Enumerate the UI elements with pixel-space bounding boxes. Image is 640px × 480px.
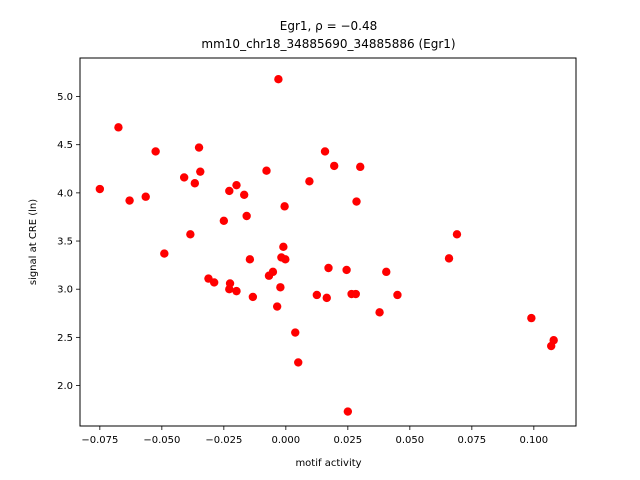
data-point-32 (281, 255, 290, 264)
data-point-23 (262, 166, 271, 175)
data-point-20 (242, 211, 251, 221)
data-point-48 (382, 267, 391, 277)
data-point-50 (444, 254, 454, 263)
y-tick-label-1: 2.5 (57, 333, 73, 344)
data-point-46 (356, 162, 365, 172)
data-point-3 (141, 192, 150, 201)
x-tick-label-0: −0.075 (81, 435, 118, 446)
x-tick-label-1: −0.050 (143, 435, 180, 446)
data-point-0 (95, 184, 105, 194)
data-point-54 (549, 336, 558, 345)
data-point-47 (375, 308, 384, 317)
data-point-17 (232, 180, 241, 190)
x-tick-label-4: 0.025 (334, 435, 363, 446)
x-tick-label-3: 0.000 (272, 435, 301, 446)
data-point-4 (151, 147, 160, 156)
data-point-36 (312, 290, 322, 300)
data-point-18 (232, 286, 241, 296)
y-tick-label-4: 4.0 (57, 188, 73, 199)
data-point-10 (196, 167, 205, 176)
data-point-49 (393, 290, 402, 300)
y-tick-label-2: 3.0 (57, 285, 73, 296)
data-point-41 (342, 265, 351, 275)
data-point-12 (209, 278, 219, 287)
data-point-45 (352, 197, 361, 206)
data-point-42 (343, 407, 353, 416)
data-point-52 (527, 313, 536, 323)
data-point-14 (225, 186, 234, 196)
data-point-7 (186, 230, 195, 239)
y-axis-ticks: 2.0 2.5 3.0 3.5 4.0 4.5 5.0 (57, 92, 80, 392)
x-tick-label-5: 0.050 (396, 435, 425, 446)
data-point-9 (194, 143, 204, 152)
data-point-2 (125, 196, 134, 205)
data-point-39 (324, 263, 333, 273)
data-point-25 (268, 267, 278, 277)
data-point-26 (272, 302, 282, 311)
y-axis-label: signal at CRE (ln) (28, 199, 39, 285)
data-point-38 (322, 293, 331, 303)
data-point-1 (114, 123, 123, 132)
y-tick-label-5: 4.5 (57, 140, 73, 151)
y-tick-label-6: 5.0 (57, 92, 73, 103)
x-tick-label-2: −0.025 (205, 435, 242, 446)
x-tick-label-6: 0.075 (458, 435, 487, 446)
data-point-16 (225, 279, 235, 288)
data-point-44 (351, 289, 360, 299)
chart-subtitle: mm10_chr18_34885690_34885886 (Egr1) (201, 37, 455, 51)
x-axis-ticks: −0.075 −0.050 −0.025 0.000 0.025 0.050 0.075 0.… (81, 426, 548, 446)
y-tick-label-0: 2.0 (57, 381, 73, 392)
data-point-22 (248, 292, 258, 302)
chart-title: Egr1, ρ = −0.48 (280, 19, 377, 33)
y-tick-label-3: 3.5 (57, 237, 73, 248)
data-point-8 (190, 179, 200, 188)
plot-area-frame (79, 57, 577, 427)
x-axis-label: motif activity (295, 458, 361, 469)
data-point-51 (452, 230, 462, 239)
x-tick-label-7: 0.100 (520, 435, 549, 446)
data-point-34 (294, 358, 303, 367)
data-point-5 (160, 249, 169, 258)
data-point-28 (276, 283, 285, 292)
data-point-6 (179, 173, 189, 182)
data-point-27 (274, 74, 283, 84)
data-point-21 (245, 255, 255, 264)
data-point-37 (320, 147, 330, 156)
data-point-13 (219, 216, 229, 226)
data-point-40 (330, 161, 339, 171)
data-point-30 (279, 242, 288, 252)
data-point-35 (305, 177, 314, 186)
data-points (95, 74, 558, 416)
data-point-19 (239, 190, 249, 199)
data-point-31 (280, 202, 289, 211)
data-point-33 (291, 328, 300, 337)
